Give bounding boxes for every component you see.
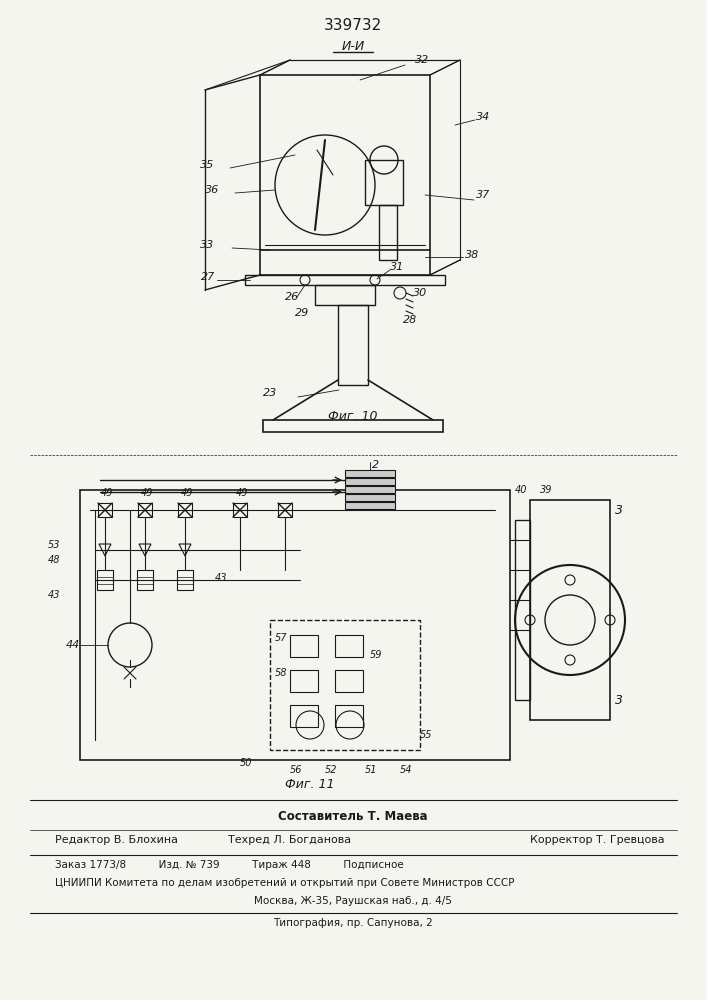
Text: 23: 23 — [263, 388, 277, 398]
Text: 51: 51 — [365, 765, 378, 775]
Text: 49: 49 — [181, 488, 194, 498]
Bar — [263, 420, 443, 432]
Text: 32: 32 — [415, 55, 429, 65]
Text: 43: 43 — [215, 573, 228, 583]
Text: Корректор Т. Гревцова: Корректор Т. Гревцова — [530, 835, 665, 845]
Bar — [245, 275, 445, 285]
Bar — [278, 503, 292, 517]
Text: 2: 2 — [372, 460, 379, 470]
Bar — [365, 160, 403, 205]
Bar — [178, 503, 192, 517]
Text: Техред Л. Богданова: Техред Л. Богданова — [228, 835, 351, 845]
Bar — [530, 500, 610, 720]
Text: 33: 33 — [200, 240, 214, 250]
Text: 58: 58 — [275, 668, 288, 678]
Text: 30: 30 — [413, 288, 427, 298]
Text: 57: 57 — [275, 633, 288, 643]
Bar — [315, 285, 375, 305]
Bar — [345, 494, 395, 501]
Text: 35: 35 — [200, 160, 214, 170]
Text: ЦНИИПИ Комитета по делам изобретений и открытий при Совете Министров СССР: ЦНИИПИ Комитета по делам изобретений и о… — [55, 878, 515, 888]
Text: 55: 55 — [420, 730, 433, 740]
Text: 34: 34 — [476, 112, 490, 122]
Text: 52: 52 — [325, 765, 337, 775]
Text: 26: 26 — [285, 292, 299, 302]
Text: 40: 40 — [515, 485, 527, 495]
Text: 50: 50 — [240, 758, 252, 768]
Text: 37: 37 — [476, 190, 490, 200]
Text: 36: 36 — [205, 185, 219, 195]
Text: И-И: И-И — [341, 40, 365, 53]
Bar — [335, 635, 363, 657]
Bar — [345, 470, 395, 477]
Text: 44: 44 — [66, 640, 80, 650]
Bar — [335, 705, 363, 727]
Bar — [379, 205, 397, 260]
Text: Типография, пр. Сапунова, 2: Типография, пр. Сапунова, 2 — [273, 918, 433, 928]
Text: 339732: 339732 — [324, 18, 382, 33]
Text: 48: 48 — [47, 555, 60, 565]
Text: 38: 38 — [465, 250, 479, 260]
Bar — [80, 490, 510, 760]
Bar — [97, 570, 113, 590]
Text: 49: 49 — [101, 488, 114, 498]
Text: 3: 3 — [615, 504, 623, 516]
Bar — [270, 620, 420, 750]
Bar — [290, 670, 318, 692]
Text: 39: 39 — [540, 485, 552, 495]
Text: 27: 27 — [201, 272, 215, 282]
Text: Заказ 1773/8          Изд. № 739          Тираж 448          Подписное: Заказ 1773/8 Изд. № 739 Тираж 448 Подпис… — [55, 860, 404, 870]
Text: 54: 54 — [400, 765, 412, 775]
Bar — [233, 503, 247, 517]
Text: 31: 31 — [390, 262, 404, 272]
Bar — [137, 570, 153, 590]
Bar — [290, 705, 318, 727]
Text: 28: 28 — [403, 315, 417, 325]
Text: 3: 3 — [615, 694, 623, 706]
Text: Фиг. 10: Фиг. 10 — [328, 410, 378, 423]
Text: 53: 53 — [47, 540, 60, 550]
Text: Фиг. 11: Фиг. 11 — [285, 778, 334, 791]
Bar — [345, 478, 395, 485]
Text: 49: 49 — [236, 488, 248, 498]
Bar — [177, 570, 193, 590]
Bar — [338, 305, 368, 385]
Text: Москва, Ж-35, Раушская наб., д. 4/5: Москва, Ж-35, Раушская наб., д. 4/5 — [254, 896, 452, 906]
Bar — [260, 75, 430, 275]
Text: 56: 56 — [290, 765, 303, 775]
Text: 43: 43 — [47, 590, 60, 600]
Bar — [345, 486, 395, 493]
Bar — [345, 502, 395, 509]
Text: 29: 29 — [295, 308, 309, 318]
Bar — [290, 635, 318, 657]
Bar — [515, 520, 530, 700]
Bar — [138, 503, 152, 517]
Bar — [98, 503, 112, 517]
Text: Редактор В. Блохина: Редактор В. Блохина — [55, 835, 178, 845]
Text: 59: 59 — [370, 650, 382, 660]
Bar — [335, 670, 363, 692]
Text: Составитель Т. Маева: Составитель Т. Маева — [278, 810, 428, 823]
Text: 49: 49 — [141, 488, 153, 498]
